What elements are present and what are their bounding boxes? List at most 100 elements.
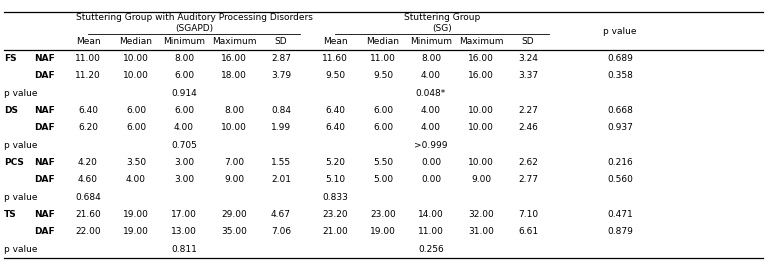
Text: 9.00: 9.00 bbox=[471, 176, 491, 184]
Text: 21.00: 21.00 bbox=[322, 228, 348, 237]
Text: 14.00: 14.00 bbox=[418, 210, 444, 219]
Text: 3.50: 3.50 bbox=[126, 158, 146, 167]
Text: 11.00: 11.00 bbox=[370, 54, 396, 63]
Text: 11.20: 11.20 bbox=[75, 72, 101, 80]
Text: 6.40: 6.40 bbox=[325, 106, 345, 115]
Text: 3.37: 3.37 bbox=[518, 72, 538, 80]
Text: (SG): (SG) bbox=[432, 23, 452, 32]
Text: p value: p value bbox=[4, 193, 38, 202]
Text: 17.00: 17.00 bbox=[171, 210, 197, 219]
Text: FS: FS bbox=[4, 54, 17, 63]
Text: 9.50: 9.50 bbox=[373, 72, 393, 80]
Text: 6.40: 6.40 bbox=[325, 123, 345, 133]
Text: 8.00: 8.00 bbox=[224, 106, 244, 115]
Text: PCS: PCS bbox=[4, 158, 24, 167]
Text: 10.00: 10.00 bbox=[123, 72, 149, 80]
Text: p value: p value bbox=[4, 89, 38, 98]
Text: 4.00: 4.00 bbox=[126, 176, 146, 184]
Text: Maximum: Maximum bbox=[212, 38, 257, 46]
Text: 1.55: 1.55 bbox=[271, 158, 291, 167]
Text: Median: Median bbox=[120, 38, 153, 46]
Text: 6.00: 6.00 bbox=[126, 106, 146, 115]
Text: 4.00: 4.00 bbox=[421, 72, 441, 80]
Text: 3.24: 3.24 bbox=[518, 54, 538, 63]
Text: 0.879: 0.879 bbox=[607, 228, 633, 237]
Text: 0.00: 0.00 bbox=[421, 158, 441, 167]
Text: 32.00: 32.00 bbox=[468, 210, 494, 219]
Text: 2.87: 2.87 bbox=[271, 54, 291, 63]
Text: 19.00: 19.00 bbox=[123, 210, 149, 219]
Text: 0.471: 0.471 bbox=[607, 210, 633, 219]
Text: Maximum: Maximum bbox=[458, 38, 503, 46]
Text: 10.00: 10.00 bbox=[468, 106, 494, 115]
Text: 0.560: 0.560 bbox=[607, 176, 633, 184]
Text: 10.00: 10.00 bbox=[468, 158, 494, 167]
Text: 6.20: 6.20 bbox=[78, 123, 98, 133]
Text: 6.00: 6.00 bbox=[126, 123, 146, 133]
Text: 3.00: 3.00 bbox=[174, 176, 194, 184]
Text: 0.937: 0.937 bbox=[607, 123, 633, 133]
Text: 16.00: 16.00 bbox=[221, 54, 247, 63]
Text: 3.00: 3.00 bbox=[174, 158, 194, 167]
Text: 6.00: 6.00 bbox=[174, 106, 194, 115]
Text: 8.00: 8.00 bbox=[174, 54, 194, 63]
Text: DS: DS bbox=[4, 106, 18, 115]
Text: 21.60: 21.60 bbox=[75, 210, 101, 219]
Text: 23.00: 23.00 bbox=[370, 210, 396, 219]
Text: Minimum: Minimum bbox=[410, 38, 452, 46]
Text: 13.00: 13.00 bbox=[171, 228, 197, 237]
Text: p value: p value bbox=[603, 26, 637, 35]
Text: 1.99: 1.99 bbox=[271, 123, 291, 133]
Text: 7.06: 7.06 bbox=[271, 228, 291, 237]
Text: 19.00: 19.00 bbox=[123, 228, 149, 237]
Text: 4.67: 4.67 bbox=[271, 210, 291, 219]
Text: 3.79: 3.79 bbox=[271, 72, 291, 80]
Text: DAF: DAF bbox=[34, 123, 55, 133]
Text: Stuttering Group with Auditory Processing Disorders: Stuttering Group with Auditory Processin… bbox=[75, 14, 313, 22]
Text: 6.00: 6.00 bbox=[174, 72, 194, 80]
Text: >0.999: >0.999 bbox=[414, 141, 448, 150]
Text: 6.00: 6.00 bbox=[373, 106, 393, 115]
Text: 5.00: 5.00 bbox=[373, 176, 393, 184]
Text: 0.811: 0.811 bbox=[171, 245, 197, 254]
Text: p value: p value bbox=[4, 141, 38, 150]
Text: 4.00: 4.00 bbox=[421, 106, 441, 115]
Text: Mean: Mean bbox=[76, 38, 101, 46]
Text: 10.00: 10.00 bbox=[221, 123, 247, 133]
Text: 10.00: 10.00 bbox=[468, 123, 494, 133]
Text: 7.00: 7.00 bbox=[224, 158, 244, 167]
Text: 23.20: 23.20 bbox=[323, 210, 348, 219]
Text: 0.216: 0.216 bbox=[607, 158, 633, 167]
Text: 0.668: 0.668 bbox=[607, 106, 633, 115]
Text: 0.684: 0.684 bbox=[75, 193, 101, 202]
Text: DAF: DAF bbox=[34, 228, 55, 237]
Text: 5.10: 5.10 bbox=[325, 176, 345, 184]
Text: 5.20: 5.20 bbox=[325, 158, 345, 167]
Text: Median: Median bbox=[366, 38, 399, 46]
Text: 6.00: 6.00 bbox=[373, 123, 393, 133]
Text: 2.01: 2.01 bbox=[271, 176, 291, 184]
Text: 0.048*: 0.048* bbox=[416, 89, 446, 98]
Text: 0.689: 0.689 bbox=[607, 54, 633, 63]
Text: 16.00: 16.00 bbox=[468, 54, 494, 63]
Text: 0.705: 0.705 bbox=[171, 141, 197, 150]
Text: TS: TS bbox=[4, 210, 17, 219]
Text: Minimum: Minimum bbox=[163, 38, 205, 46]
Text: 11.60: 11.60 bbox=[322, 54, 348, 63]
Text: 2.27: 2.27 bbox=[518, 106, 538, 115]
Text: NAF: NAF bbox=[34, 54, 55, 63]
Text: 4.00: 4.00 bbox=[421, 123, 441, 133]
Text: NAF: NAF bbox=[34, 158, 55, 167]
Text: (SGAPD): (SGAPD) bbox=[175, 23, 213, 32]
Text: 7.10: 7.10 bbox=[518, 210, 538, 219]
Text: 0.914: 0.914 bbox=[171, 89, 197, 98]
Text: 0.00: 0.00 bbox=[421, 176, 441, 184]
Text: 0.256: 0.256 bbox=[418, 245, 444, 254]
Text: 8.00: 8.00 bbox=[421, 54, 441, 63]
Text: 16.00: 16.00 bbox=[468, 72, 494, 80]
Text: 2.46: 2.46 bbox=[518, 123, 538, 133]
Text: 6.40: 6.40 bbox=[78, 106, 98, 115]
Text: p value: p value bbox=[4, 245, 38, 254]
Text: NAF: NAF bbox=[34, 106, 55, 115]
Text: 11.00: 11.00 bbox=[418, 228, 444, 237]
